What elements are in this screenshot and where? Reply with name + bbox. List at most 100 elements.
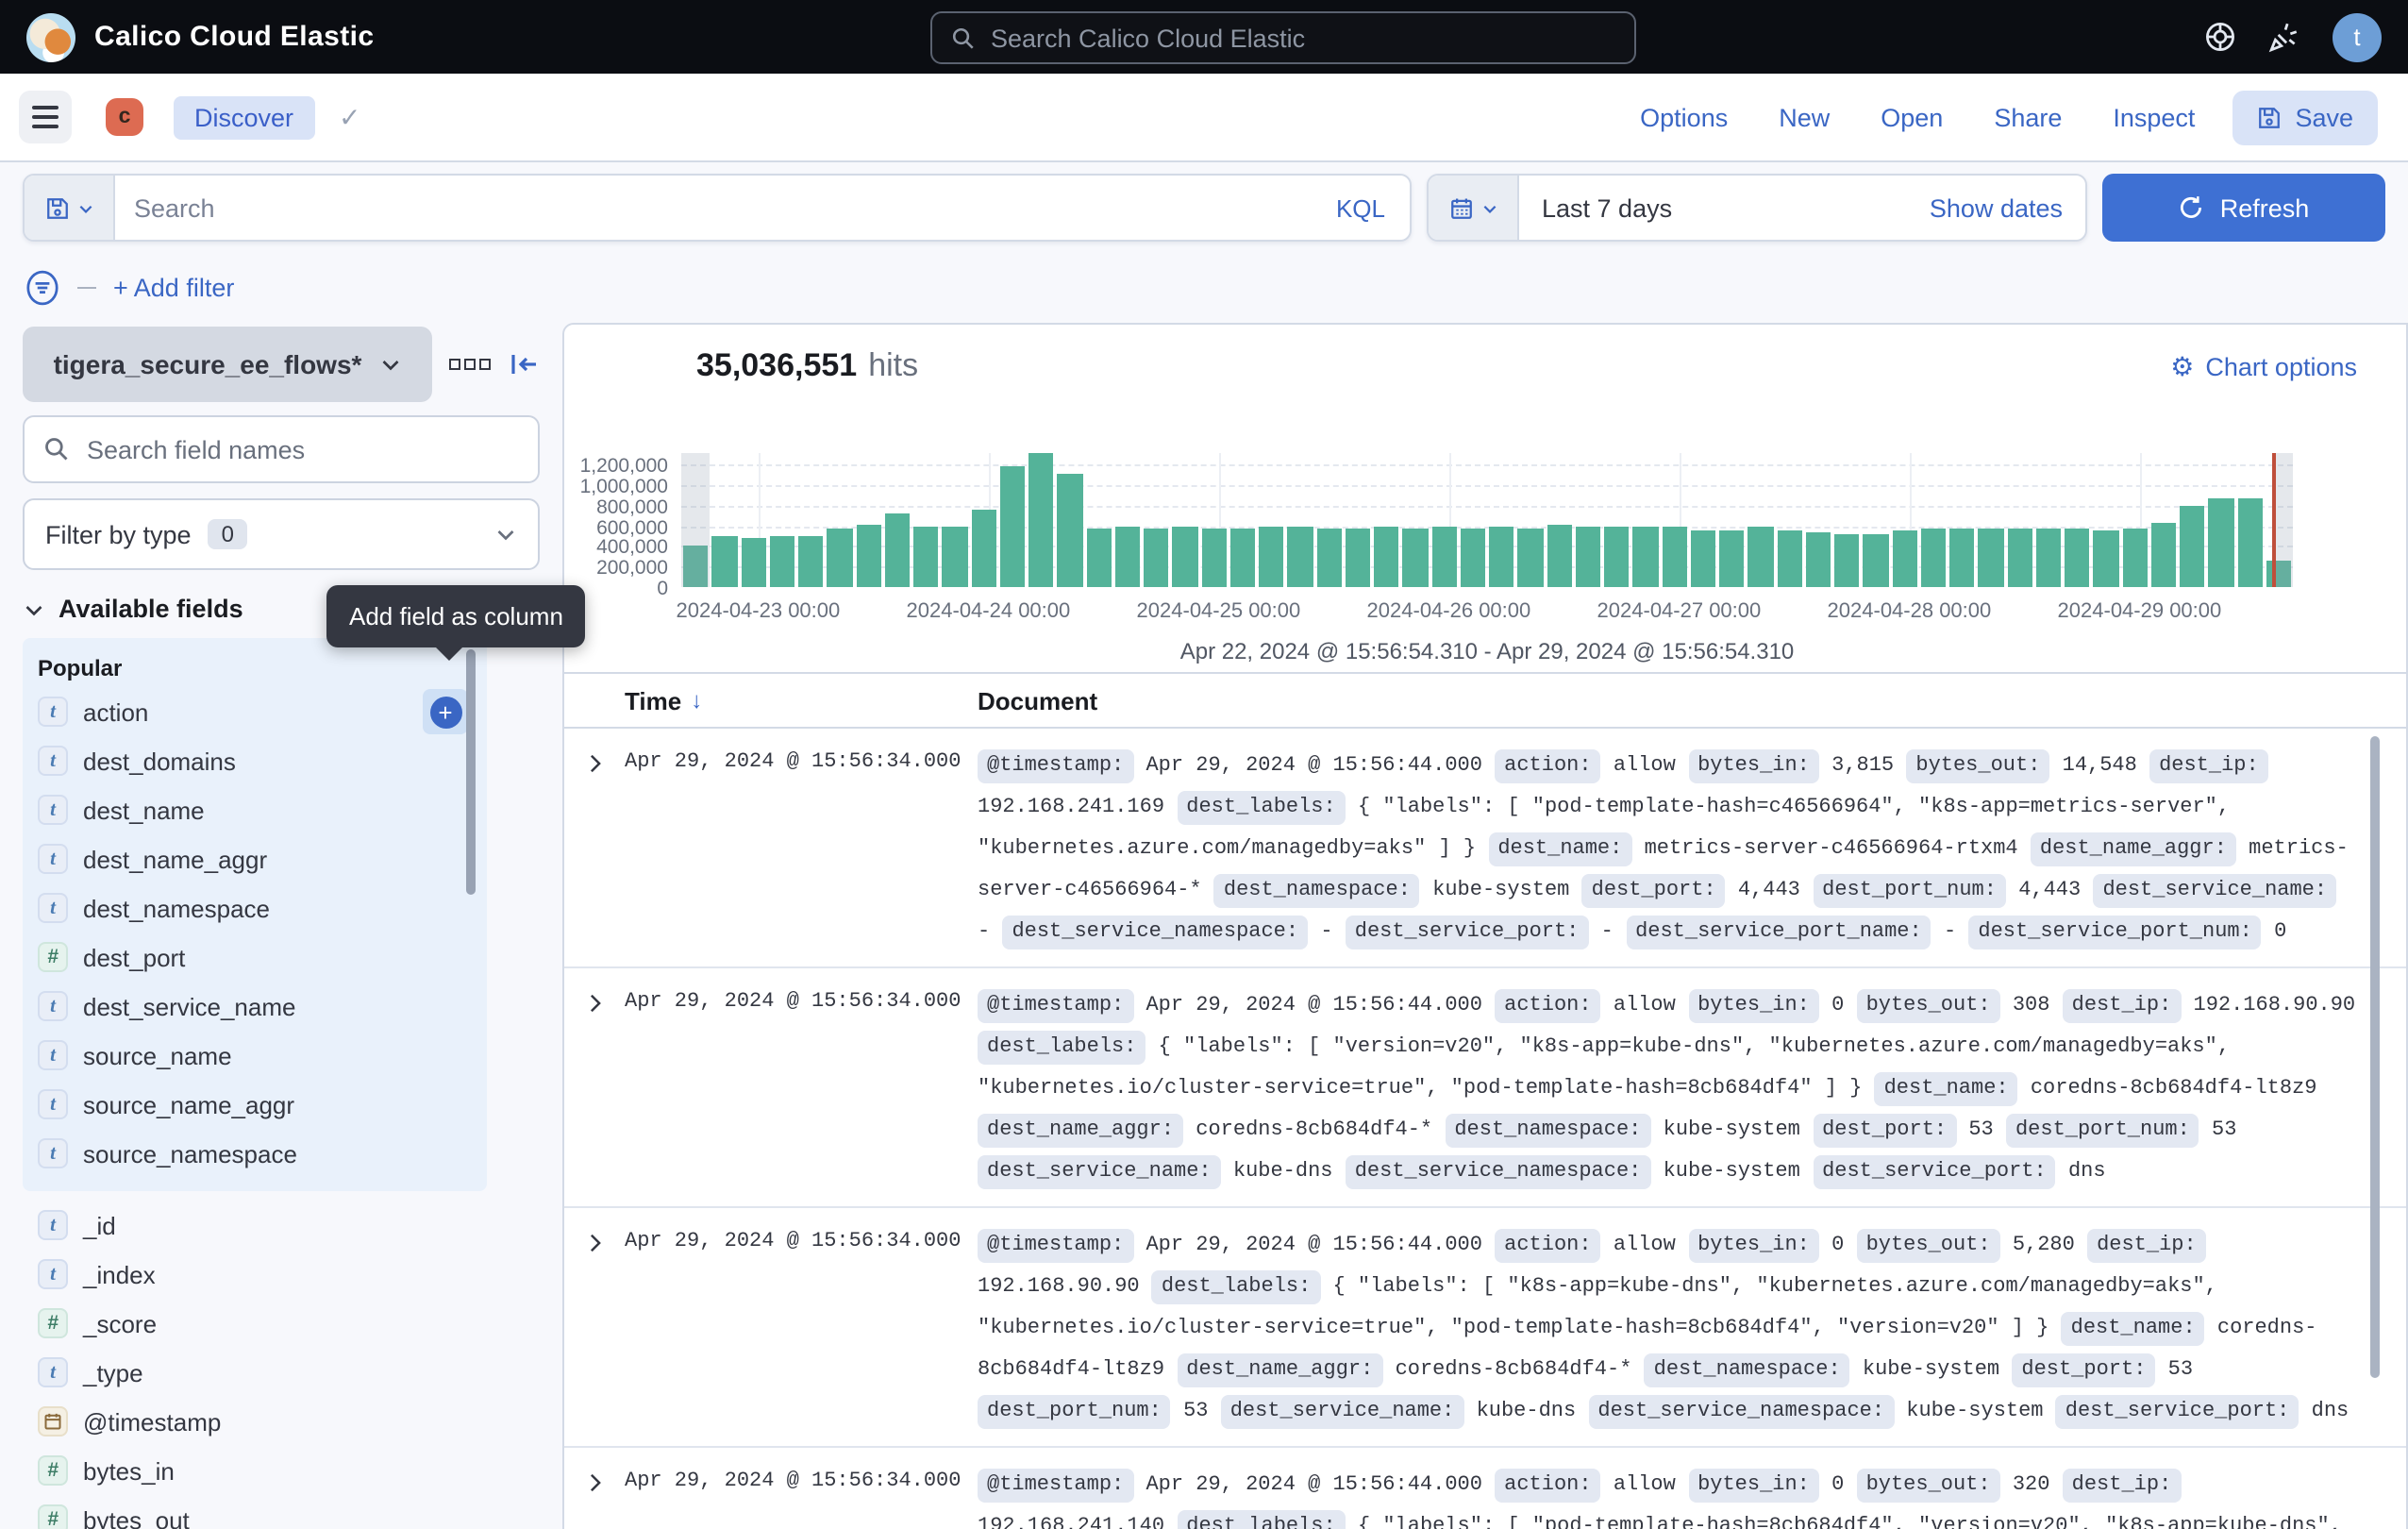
query-search-input[interactable]: Search — [115, 176, 1312, 240]
field-item-dest_domains[interactable]: t dest_domains — [38, 736, 472, 785]
global-search-input[interactable]: Search Calico Cloud Elastic — [930, 11, 1636, 64]
breadcrumb-discover[interactable]: Discover — [174, 95, 315, 139]
field-item-dest_namespace[interactable]: t dest_namespace — [38, 883, 472, 933]
field-value: metrics-server-c46566964-* — [978, 838, 2349, 902]
field-value: 53 — [2167, 1359, 2194, 1382]
histogram-bar — [1547, 524, 1572, 587]
available-fields-toggle[interactable]: Available fields — [23, 595, 540, 623]
field-item-dest_service_name[interactable]: t dest_service_name — [38, 982, 472, 1031]
query-language-button[interactable]: KQL — [1335, 193, 1385, 222]
index-pattern-select[interactable]: tigera_secure_ee_flows* — [23, 327, 432, 402]
refresh-button[interactable]: Refresh — [2102, 174, 2385, 242]
field-item-_id[interactable]: t _id — [38, 1201, 525, 1250]
field-item-@timestamp[interactable]: @timestamp — [38, 1397, 525, 1446]
x-axis-tick-label: 2024-04-28 00:00 — [1827, 600, 1992, 623]
search-icon — [45, 438, 68, 461]
field-item-action[interactable]: t action + — [38, 687, 472, 736]
save-icon — [2257, 105, 2282, 129]
field-value: - — [978, 921, 991, 944]
saved-query-menu-button[interactable] — [25, 176, 115, 240]
expand-row-icon[interactable] — [585, 993, 606, 1014]
field-item-_index[interactable]: t _index — [38, 1250, 525, 1299]
x-axis-tick-label: 2024-04-26 00:00 — [1366, 600, 1531, 623]
field-chip: dest_service_port_name: — [1626, 916, 1931, 949]
nav-link-share[interactable]: Share — [1994, 103, 2063, 131]
help-icon[interactable] — [2204, 21, 2236, 53]
newsfeed-icon[interactable] — [2268, 21, 2300, 53]
filter-by-type-select[interactable]: Filter by type 0 — [23, 498, 540, 570]
field-chip: dest_port_num: — [978, 1395, 1171, 1429]
add-field-as-column-button[interactable]: + — [423, 689, 468, 734]
field-value: dns — [2311, 1401, 2349, 1423]
chevron-down-icon — [494, 523, 517, 546]
sidebar-scrollbar[interactable] — [466, 649, 476, 895]
field-chip: dest_name: — [2061, 1312, 2205, 1346]
histogram-bar — [1287, 527, 1313, 587]
date-quick-select-button[interactable] — [1429, 176, 1519, 240]
field-chip: dest_namespace: — [1644, 1353, 1850, 1387]
field-view-icon[interactable] — [449, 359, 491, 370]
menu-toggle-button[interactable] — [19, 91, 72, 143]
histogram-plot-area[interactable] — [681, 453, 2293, 587]
expand-row-icon[interactable] — [585, 753, 606, 774]
field-value: 3,815 — [1831, 755, 1895, 778]
field-item-source_name_aggr[interactable]: t source_name_aggr — [38, 1080, 472, 1129]
field-value: - — [1943, 921, 1957, 944]
filter-bar: + Add filter — [0, 253, 2408, 323]
histogram-bar — [1144, 529, 1169, 587]
field-value: coredns-8cb684df4-lt8z9 — [2030, 1078, 2317, 1101]
table-row: Apr 29, 2024 @ 15:56:34.000 @timestamp: A… — [564, 968, 2406, 1208]
show-dates-button[interactable]: Show dates — [1929, 193, 2063, 222]
field-value: kube-system — [1432, 880, 1570, 902]
calico-logo[interactable] — [26, 12, 75, 61]
histogram-bar — [1719, 529, 1745, 587]
field-item-dest_name[interactable]: t dest_name — [38, 785, 472, 834]
field-chip: dest_service_port_num: — [1968, 916, 2262, 949]
save-button[interactable]: Save — [2232, 90, 2378, 144]
content-area: tigera_secure_ee_flows* Search field nam… — [0, 323, 2408, 1529]
expand-row-icon[interactable] — [585, 1233, 606, 1253]
time-range-value[interactable]: Last 7 days — [1542, 193, 1673, 222]
hits-count: 35,036,551 — [696, 347, 858, 383]
space-badge[interactable]: c — [106, 98, 143, 136]
field-value: 4,443 — [1737, 880, 1800, 902]
field-item-source_name[interactable]: t source_name — [38, 1031, 472, 1080]
field-item-source_namespace[interactable]: t source_namespace — [38, 1129, 472, 1178]
y-gridline — [681, 546, 2293, 548]
histogram-bar — [1345, 528, 1370, 587]
table-scrollbar[interactable] — [2370, 736, 2380, 1378]
nav-link-inspect[interactable]: Inspect — [2113, 103, 2196, 131]
user-avatar[interactable]: t — [2333, 12, 2382, 61]
field-chip: dest_service_namespace: — [1588, 1395, 1895, 1429]
field-item-dest_name_aggr[interactable]: t dest_name_aggr — [38, 834, 472, 883]
histogram-bar — [1229, 529, 1255, 587]
field-item-dest_port[interactable]: # dest_port — [38, 933, 472, 982]
field-value: dns — [2067, 1161, 2106, 1184]
field-item-_type[interactable]: t _type — [38, 1348, 525, 1397]
expand-row-icon[interactable] — [585, 1472, 606, 1493]
column-header-time[interactable]: Time ↓ — [625, 686, 978, 714]
field-search-placeholder: Search field names — [87, 435, 306, 463]
chart-options-button[interactable]: ⚙ Chart options — [2170, 352, 2357, 380]
chart-time-range-caption: Apr 22, 2024 @ 15:56:54.310 - Apr 29, 20… — [1179, 638, 1795, 664]
field-search-input[interactable]: Search field names — [23, 415, 540, 483]
histogram-bar — [1834, 534, 1860, 587]
add-filter-button[interactable]: + Add filter — [113, 274, 235, 302]
x-axis-tick-label: 2024-04-24 00:00 — [906, 600, 1071, 623]
field-type-text-icon: t — [38, 1089, 68, 1119]
nav-link-open[interactable]: Open — [1881, 103, 1944, 131]
nav-link-options[interactable]: Options — [1640, 103, 1729, 131]
field-name: bytes_in — [83, 1456, 175, 1485]
field-item-_score[interactable]: # _score — [38, 1299, 525, 1348]
filter-menu-icon[interactable] — [25, 270, 60, 306]
field-item-bytes_in[interactable]: # bytes_in — [38, 1446, 525, 1495]
histogram-bar — [1517, 528, 1543, 587]
field-item-bytes_out[interactable]: # bytes_out — [38, 1495, 525, 1529]
global-search-placeholder: Search Calico Cloud Elastic — [991, 24, 1306, 52]
nav-link-new[interactable]: New — [1779, 103, 1831, 131]
field-chip: action: — [1495, 1469, 1601, 1503]
sort-desc-icon: ↓ — [691, 687, 703, 714]
collapse-sidebar-icon[interactable] — [510, 349, 540, 379]
histogram-bar — [2208, 497, 2233, 587]
histogram-bar — [2065, 529, 2090, 587]
